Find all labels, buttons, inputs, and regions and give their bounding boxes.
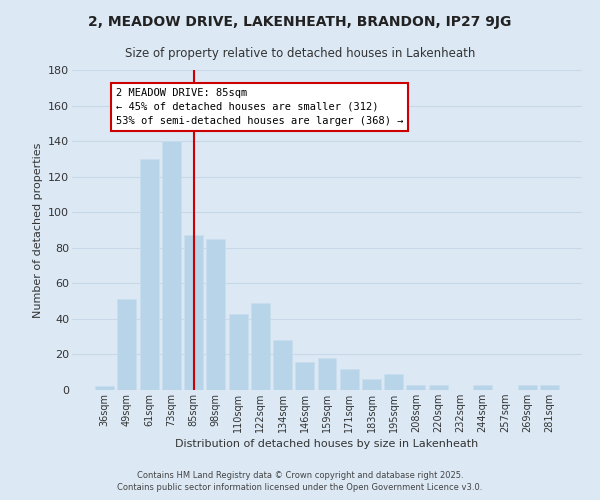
Bar (140, 159, 158, 390)
Text: 2, MEADOW DRIVE, LAKENHEATH, BRANDON, IP27 9JG: 2, MEADOW DRIVE, LAKENHEATH, BRANDON, IP… (88, 15, 512, 29)
Bar (362, 380, 381, 390)
Bar (118, 300, 136, 390)
Text: 2 MEADOW DRIVE: 85sqm
← 45% of detached houses are smaller (312)
53% of semi-det: 2 MEADOW DRIVE: 85sqm ← 45% of detached … (116, 88, 403, 126)
Bar (317, 358, 337, 390)
Bar (273, 340, 292, 390)
Bar (251, 303, 270, 390)
Text: Contains HM Land Registry data © Crown copyright and database right 2025.: Contains HM Land Registry data © Crown c… (137, 471, 463, 480)
Bar (340, 368, 359, 390)
Bar (518, 384, 536, 390)
Y-axis label: Number of detached properties: Number of detached properties (32, 142, 43, 318)
Bar (184, 236, 203, 390)
Bar (95, 386, 114, 390)
Text: Size of property relative to detached houses in Lakenheath: Size of property relative to detached ho… (125, 48, 475, 60)
Bar (162, 141, 181, 390)
Bar (229, 314, 248, 390)
X-axis label: Distribution of detached houses by size in Lakenheath: Distribution of detached houses by size … (175, 439, 479, 449)
Bar (406, 384, 425, 390)
Bar (540, 384, 559, 390)
Text: Contains public sector information licensed under the Open Government Licence v3: Contains public sector information licen… (118, 484, 482, 492)
Bar (206, 239, 225, 390)
Bar (473, 384, 492, 390)
Bar (384, 374, 403, 390)
Bar (429, 384, 448, 390)
Bar (295, 362, 314, 390)
